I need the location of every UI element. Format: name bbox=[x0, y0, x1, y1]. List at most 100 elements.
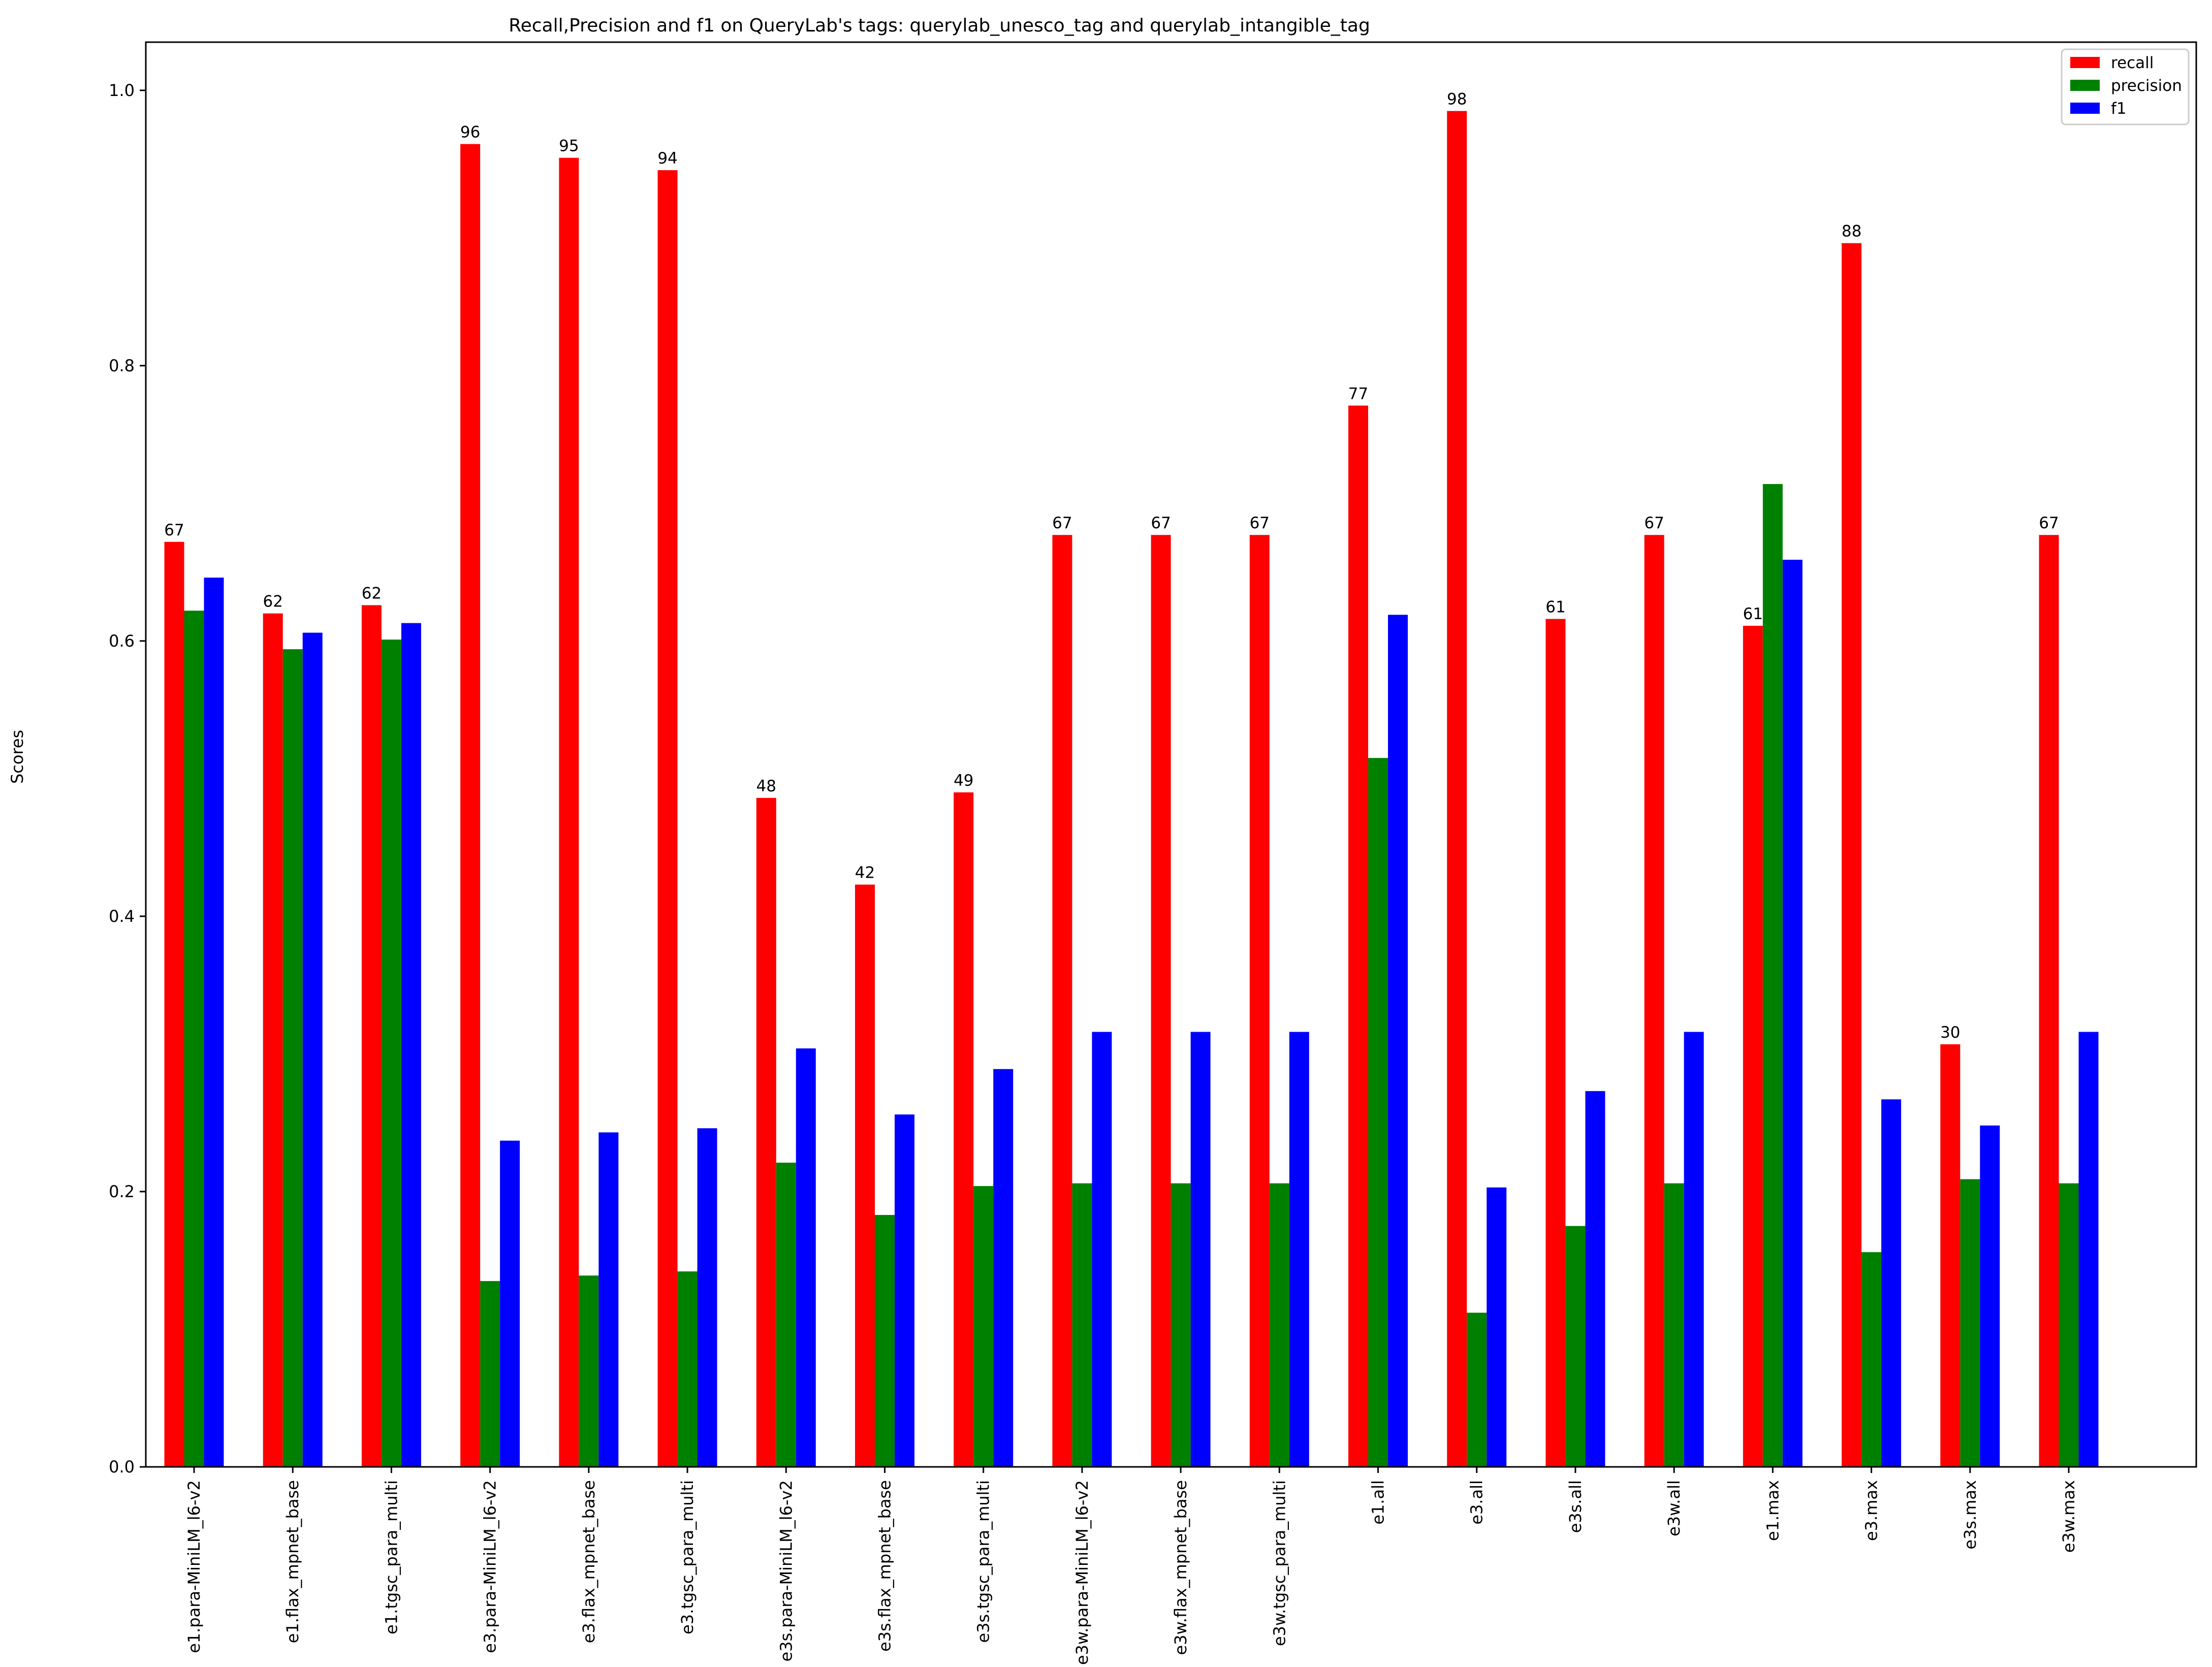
x-tick-label: e3w.max bbox=[2059, 1480, 2078, 1553]
bar-precision bbox=[2059, 1183, 2079, 1467]
bar-f1 bbox=[500, 1140, 520, 1467]
bar-precision bbox=[1565, 1226, 1586, 1467]
bar-recall bbox=[855, 884, 875, 1467]
legend-label-f1: f1 bbox=[2111, 100, 2127, 118]
bar-f1 bbox=[993, 1069, 1014, 1467]
legend-label-precision: precision bbox=[2111, 77, 2182, 95]
bar-precision bbox=[1269, 1183, 1289, 1467]
y-tick-label: 0.8 bbox=[109, 356, 135, 375]
bar-f1 bbox=[401, 623, 421, 1467]
bar-f1 bbox=[1092, 1032, 1112, 1467]
bar-precision bbox=[381, 639, 401, 1467]
bar-precision bbox=[282, 649, 303, 1467]
legend-swatch-f1 bbox=[2070, 103, 2100, 114]
bar-value-labels: 67 62 62 96 95 94 48 42 49 67 67 67 77 98 61 67 61 88 30 67 bbox=[164, 90, 2059, 1042]
x-tick-label: e3.max bbox=[1862, 1480, 1881, 1541]
y-axis-label: Scores bbox=[8, 730, 27, 784]
y-tick-label: 0.2 bbox=[109, 1182, 135, 1201]
x-tick-label: e3.flax_mpnet_base bbox=[579, 1480, 598, 1643]
y-axis-ticks: 0.0 0.2 0.4 0.6 0.8 1.0 bbox=[109, 81, 146, 1477]
bar-f1 bbox=[2078, 1032, 2099, 1467]
legend-swatch-precision bbox=[2070, 80, 2100, 91]
bar-recall bbox=[164, 541, 184, 1467]
bar-recall bbox=[2039, 535, 2059, 1467]
bar-precision bbox=[184, 611, 204, 1467]
bar-f1 bbox=[697, 1128, 717, 1467]
bar-f1 bbox=[1388, 615, 1408, 1467]
bar-f1 bbox=[1684, 1032, 1704, 1467]
x-tick-label: e3s.tgsc_para_multi bbox=[974, 1480, 993, 1643]
bar-value-label: 62 bbox=[263, 593, 282, 611]
x-tick-label: e3s.all bbox=[1566, 1480, 1585, 1533]
bar-precision bbox=[1072, 1183, 1092, 1467]
bar-recall bbox=[1940, 1044, 1961, 1467]
bar-value-label: 67 bbox=[1644, 514, 1664, 532]
x-tick-label: e1.flax_mpnet_base bbox=[283, 1480, 302, 1643]
bar-recall bbox=[1447, 111, 1467, 1467]
x-tick-label: e1.para-MiniLM_l6-v2 bbox=[184, 1480, 204, 1653]
plot-frame bbox=[145, 41, 2197, 1468]
y-tick-label: 0.0 bbox=[109, 1457, 135, 1477]
bars-group bbox=[164, 111, 2099, 1467]
bar-recall bbox=[263, 613, 283, 1467]
bar-value-label: 67 bbox=[1250, 514, 1270, 532]
chart-title: Recall,Precision and f1 on QueryLab's ta… bbox=[509, 15, 1370, 36]
bar-precision bbox=[1762, 484, 1783, 1467]
bar-precision bbox=[1960, 1179, 1980, 1467]
bar-precision bbox=[1861, 1252, 1882, 1467]
y-tick-label: 1.0 bbox=[109, 81, 135, 100]
bar-precision bbox=[776, 1163, 796, 1467]
bar-value-label: 61 bbox=[1545, 598, 1565, 617]
bar-f1 bbox=[598, 1132, 619, 1467]
bar-precision bbox=[973, 1186, 994, 1467]
bar-f1 bbox=[796, 1048, 816, 1467]
x-tick-label: e3w.tgsc_para_multi bbox=[1270, 1480, 1289, 1646]
legend-swatch-recall bbox=[2070, 57, 2100, 68]
bar-value-label: 98 bbox=[1447, 90, 1467, 109]
y-tick-label: 0.4 bbox=[109, 907, 135, 926]
bar-recall bbox=[954, 792, 974, 1467]
x-tick-label: e1.max bbox=[1763, 1480, 1782, 1541]
bar-f1 bbox=[1190, 1032, 1211, 1467]
legend: recall precision f1 bbox=[2061, 48, 2190, 125]
x-tick-label: e3s.max bbox=[1961, 1480, 1980, 1550]
bar-value-label: 49 bbox=[954, 772, 973, 790]
bar-recall bbox=[460, 144, 481, 1467]
bar-value-label: 42 bbox=[855, 864, 875, 882]
bar-value-label: 88 bbox=[1842, 222, 1861, 241]
bar-value-label: 61 bbox=[1743, 605, 1763, 623]
bar-f1 bbox=[1980, 1125, 2000, 1467]
bar-f1 bbox=[204, 578, 224, 1467]
bar-f1 bbox=[894, 1114, 914, 1467]
bar-value-label: 67 bbox=[164, 521, 184, 539]
x-tick-label: e3.tgsc_para_multi bbox=[678, 1480, 697, 1634]
bar-recall bbox=[1249, 535, 1270, 1467]
bar-recall bbox=[1151, 535, 1171, 1467]
bar-precision bbox=[579, 1275, 599, 1467]
x-axis-ticks: e1.para-MiniLM_l6-v2 e1.flax_mpnet_base e1… bbox=[184, 1467, 2078, 1665]
bar-precision bbox=[677, 1271, 698, 1467]
bar-f1 bbox=[302, 632, 323, 1467]
x-tick-label: e3s.flax_mpnet_base bbox=[875, 1480, 894, 1652]
x-tick-label: e3s.para-MiniLM_l6-v2 bbox=[776, 1480, 796, 1661]
bar-value-label: 48 bbox=[756, 777, 776, 795]
bar-f1 bbox=[1487, 1187, 1507, 1467]
x-tick-label: e1.all bbox=[1369, 1480, 1388, 1525]
y-tick-label: 0.6 bbox=[109, 631, 135, 651]
bar-recall bbox=[1743, 626, 1763, 1467]
bar-recall bbox=[559, 157, 579, 1467]
bar-precision bbox=[480, 1281, 500, 1467]
bar-f1 bbox=[1289, 1032, 1309, 1467]
bar-precision bbox=[1368, 758, 1388, 1467]
bar-value-label: 30 bbox=[1940, 1023, 1960, 1042]
legend-label-recall: recall bbox=[2111, 54, 2154, 72]
bar-recall bbox=[1842, 243, 1862, 1467]
bar-precision bbox=[1664, 1183, 1684, 1467]
bar-precision bbox=[1171, 1183, 1191, 1467]
bar-precision bbox=[1467, 1312, 1487, 1467]
bar-recall bbox=[657, 170, 678, 1467]
bar-f1 bbox=[1881, 1099, 1902, 1467]
bar-value-label: 77 bbox=[1348, 384, 1368, 403]
bar-f1 bbox=[1782, 560, 1803, 1467]
